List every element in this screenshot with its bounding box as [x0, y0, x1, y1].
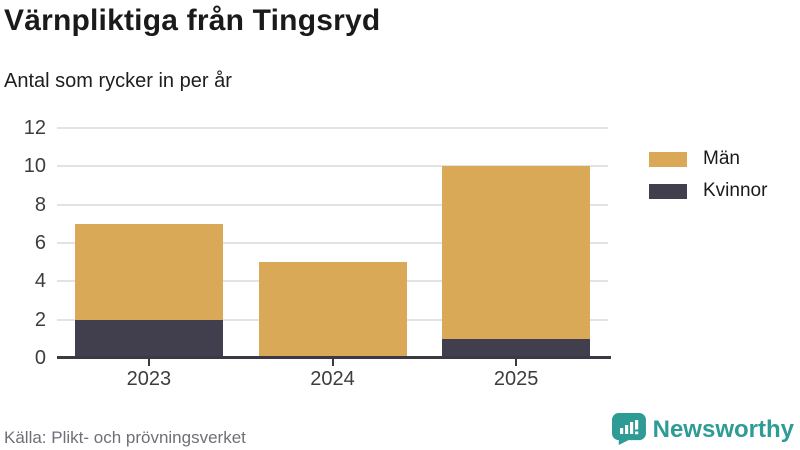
- bar-2024-man-segment: [258, 262, 407, 358]
- chart-title: Värnpliktiga från Tingsryd: [4, 4, 381, 37]
- x-tick-label-2024: 2024: [310, 368, 355, 390]
- x-axis-line: [57, 356, 611, 359]
- x-tick-2024: [331, 359, 334, 366]
- source-note: Källa: Plikt- och prövningsverket: [4, 428, 246, 447]
- legend: Män Kvinnor: [649, 148, 767, 212]
- gridline-y-10: [57, 165, 608, 168]
- legend-item-man: Män: [649, 148, 767, 170]
- legend-swatch-man: [649, 151, 687, 167]
- bar-2025-kvinnor-segment: [442, 338, 591, 358]
- x-tick-label-2023: 2023: [126, 368, 172, 390]
- legend-swatch-kvinnor: [649, 183, 687, 199]
- legend-item-kvinnor: Kvinnor: [649, 180, 767, 202]
- logo-bars: [619, 420, 638, 435]
- gridline-y-6: [57, 242, 608, 244]
- y-tick-label-6: 6: [34, 232, 46, 254]
- y-tick-label-0: 0: [34, 347, 46, 369]
- y-tick-label-2: 2: [34, 308, 46, 331]
- newsworthy-logo-icon: [611, 413, 646, 446]
- bar-2025-man-segment: [442, 166, 591, 339]
- y-tick-label-12: 12: [23, 117, 46, 139]
- legend-label-man: Män: [703, 148, 740, 169]
- chart-subtitle: Antal som rycker in per år: [4, 70, 232, 92]
- gridline-y-8: [57, 203, 608, 206]
- bar-2023-man-segment: [74, 223, 223, 320]
- newsworthy-brand-link[interactable]: Newsworthy: [611, 413, 794, 446]
- plot-area: [57, 127, 608, 358]
- y-tick-label-10: 10: [23, 155, 46, 178]
- x-tick-label-2025: 2025: [493, 368, 539, 390]
- y-tick-label-4: 4: [34, 270, 46, 293]
- gridline-y-12: [57, 127, 608, 129]
- y-tick-label-8: 8: [34, 193, 46, 216]
- bar-2023-kvinnor-segment: [74, 319, 223, 358]
- x-tick-2025: [515, 359, 518, 366]
- legend-label-kvinnor: Kvinnor: [703, 180, 768, 201]
- x-tick-2023: [147, 359, 150, 366]
- brand-wordmark: Newsworthy: [652, 415, 794, 443]
